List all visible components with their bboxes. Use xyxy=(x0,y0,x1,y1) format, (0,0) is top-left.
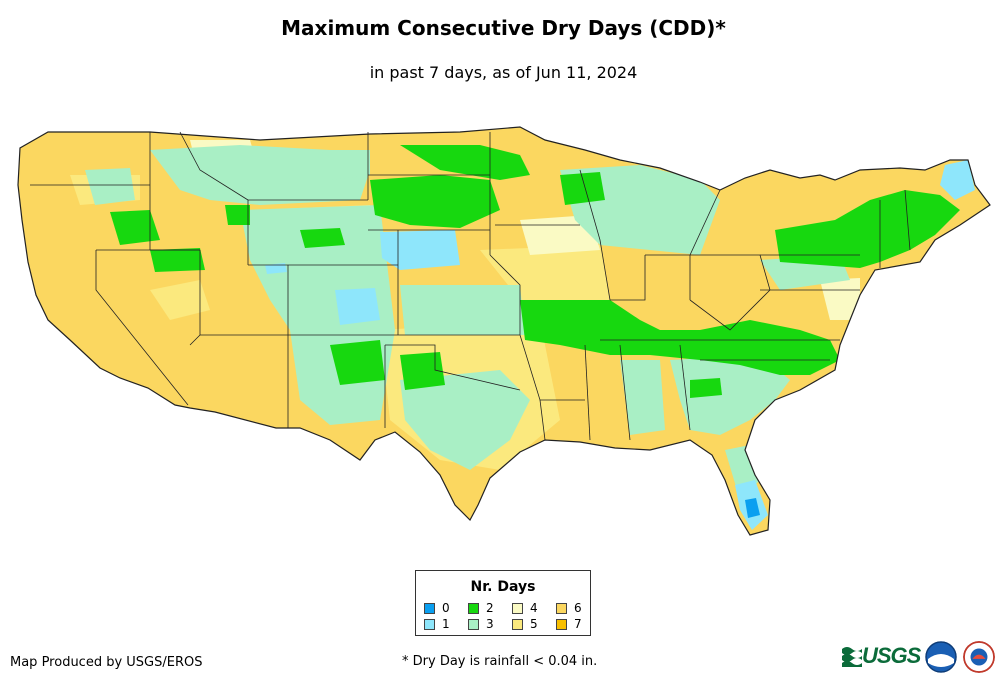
legend-label: 4 xyxy=(530,601,538,615)
legend-swatch xyxy=(556,618,567,630)
legend-label: 0 xyxy=(442,601,450,615)
legend-item-0: 0 xyxy=(424,601,450,615)
us-cdd-map xyxy=(17,126,991,536)
legend-title: Nr. Days xyxy=(470,579,536,595)
legend-swatch xyxy=(468,602,479,614)
legend-swatch xyxy=(512,618,523,630)
cdd-regions xyxy=(70,140,975,530)
legend-item-5: 5 xyxy=(512,617,538,631)
legend: Nr. Days 0 1 2 3 4 5 6 7 xyxy=(415,570,591,636)
legend-item-7: 7 xyxy=(556,617,582,631)
legend-label: 7 xyxy=(574,617,582,631)
usgs-wave-icon xyxy=(842,647,862,667)
legend-swatch xyxy=(556,602,567,614)
legend-item-4: 4 xyxy=(512,601,538,615)
usgs-logo: USGS xyxy=(842,643,921,669)
legend-swatch xyxy=(512,602,523,614)
legend-label: 2 xyxy=(486,601,494,615)
map-title: Maximum Consecutive Dry Days (CDD)* xyxy=(281,16,726,40)
legend-label: 6 xyxy=(574,601,582,615)
dry-day-note: * Dry Day is rainfall < 0.04 in. xyxy=(402,654,598,669)
legend-label: 5 xyxy=(530,617,538,631)
map-subtitle: in past 7 days, as of Jun 11, 2024 xyxy=(369,63,638,82)
credit-text: Map Produced by USGS/EROS xyxy=(10,655,203,670)
legend-label: 3 xyxy=(486,617,494,631)
noaa-icon xyxy=(925,641,957,673)
state-boundaries xyxy=(30,131,911,441)
legend-item-3: 3 xyxy=(468,617,494,631)
legend-swatch xyxy=(468,618,479,630)
legend-item-2: 2 xyxy=(468,601,494,615)
legend-label: 1 xyxy=(442,617,450,631)
usgs-logo-text: USGS xyxy=(862,643,921,668)
legend-swatch xyxy=(424,618,435,630)
legend-item-1: 1 xyxy=(424,617,450,631)
nws-icon xyxy=(963,641,995,673)
legend-swatch xyxy=(424,602,435,614)
legend-item-6: 6 xyxy=(556,601,582,615)
